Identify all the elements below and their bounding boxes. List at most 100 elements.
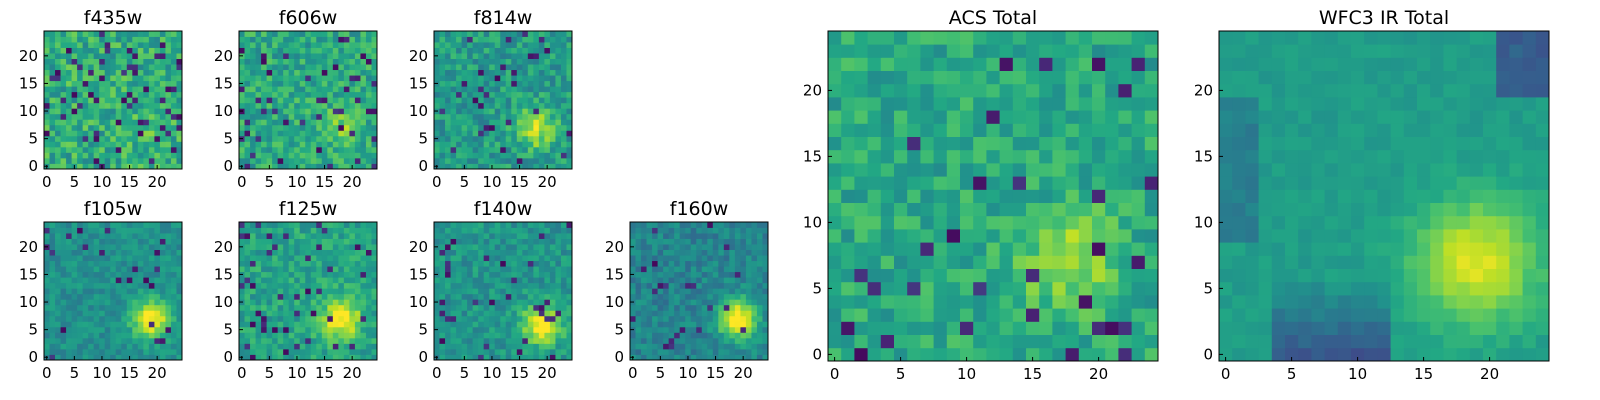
heatmap-cell: [472, 42, 479, 48]
heatmap-cell: [121, 238, 128, 245]
heatmap-cell: [365, 108, 372, 115]
heatmap-cell: [867, 123, 882, 137]
heatmap-cell: [49, 227, 56, 234]
heatmap-cell: [657, 222, 664, 228]
heatmap-cell: [88, 124, 95, 131]
heatmap-cell: [500, 354, 507, 361]
heatmap-cell: [434, 91, 440, 98]
heatmap-cell: [266, 47, 273, 54]
heatmap-cell: [299, 135, 306, 142]
heatmap-cell: [560, 321, 567, 328]
heatmap-cell: [49, 124, 56, 131]
heatmap-cell: [663, 266, 670, 273]
heatmap-cell: [305, 238, 312, 245]
heatmap-cell: [93, 36, 100, 43]
heatmap-cell: [88, 277, 95, 284]
heatmap-cell: [66, 31, 72, 37]
heatmap-cell: [445, 293, 451, 300]
heatmap-cell: [93, 146, 100, 153]
heatmap-cell: [321, 157, 328, 164]
heatmap-cell: [745, 343, 752, 350]
heatmap-cell: [266, 244, 273, 250]
heatmap-cell: [360, 255, 367, 262]
heatmap-cell: [635, 343, 642, 350]
heatmap-cell: [277, 321, 284, 328]
heatmap-cell: [489, 69, 496, 76]
heatmap-cell: [544, 97, 551, 104]
heatmap-cell: [1131, 136, 1146, 151]
heatmap-cell: [88, 348, 95, 355]
heatmap-cell: [305, 157, 312, 164]
heatmap-cell: [461, 157, 468, 164]
heatmap-cell: [250, 119, 256, 126]
heatmap-cell: [690, 271, 697, 278]
heatmap-cell: [450, 260, 457, 267]
heatmap-cell: [1012, 123, 1027, 137]
heatmap-cell: [88, 135, 95, 142]
heatmap-cell: [483, 119, 490, 126]
heatmap-cell: [511, 47, 518, 54]
heatmap-cell: [266, 75, 273, 82]
heatmap-cell: [338, 64, 345, 71]
heatmap-cell: [55, 260, 61, 267]
heatmap-cell: [115, 31, 122, 37]
heatmap-cell: [646, 288, 653, 295]
heatmap-cell: [266, 271, 273, 278]
heatmap-cell: [472, 293, 479, 300]
heatmap-cell: [718, 348, 725, 355]
heatmap-cell: [828, 334, 842, 349]
heatmap-cell: [478, 304, 485, 311]
heatmap-cell: [652, 222, 658, 228]
heatmap-cell: [641, 249, 647, 256]
heatmap-cell: [154, 75, 161, 82]
heatmap-cell: [316, 233, 323, 239]
heatmap-cell: [522, 146, 529, 153]
heatmap-cell: [82, 130, 89, 137]
x-tick-label: 10: [92, 364, 111, 382]
heatmap-cell: [104, 310, 111, 317]
heatmap-cell: [310, 135, 317, 142]
heatmap-cell: [165, 69, 172, 76]
heatmap-cell: [1052, 268, 1066, 283]
heatmap-cell: [250, 113, 256, 120]
heatmap-cell: [854, 123, 868, 137]
heatmap-cell: [723, 343, 730, 350]
heatmap-cell: [434, 42, 440, 48]
heatmap-cell: [1065, 242, 1080, 256]
heatmap-cell: [316, 119, 323, 126]
heatmap-cell: [121, 249, 128, 256]
heatmap-cell: [1105, 308, 1119, 322]
heatmap-cell: [544, 282, 551, 289]
heatmap-cell: [305, 102, 312, 109]
heatmap-cell: [272, 80, 279, 87]
heatmap-cell: [461, 271, 468, 278]
x-tick-label: 5: [70, 173, 80, 191]
heatmap-cell: [154, 80, 161, 87]
heatmap-cell: [549, 69, 556, 76]
heatmap-cell: [250, 277, 256, 284]
heatmap-cell: [55, 97, 61, 104]
heatmap-cell: [305, 288, 312, 295]
heatmap-cell: [365, 222, 372, 228]
heatmap-cell: [450, 343, 457, 350]
heatmap-cell: [841, 176, 855, 190]
heatmap-cell: [641, 255, 647, 262]
heatmap-cell: [272, 130, 279, 137]
heatmap-cell: [349, 53, 356, 59]
heatmap-cell: [93, 277, 100, 284]
heatmap-cell: [527, 108, 534, 115]
heatmap-cell: [756, 222, 763, 228]
heatmap-cell: [283, 31, 290, 37]
heatmap-cell: [104, 97, 111, 104]
heatmap-cell: [880, 229, 895, 243]
heatmap-cell: [88, 102, 95, 109]
heatmap-cell: [685, 293, 692, 300]
heatmap-cell: [894, 347, 908, 362]
heatmap-cell: [467, 58, 474, 65]
heatmap-cells: [434, 222, 573, 361]
heatmap-cell: [110, 58, 117, 65]
heatmap-cell: [360, 326, 367, 333]
heatmap-cell: [555, 64, 562, 71]
heatmap-cell: [159, 36, 166, 43]
